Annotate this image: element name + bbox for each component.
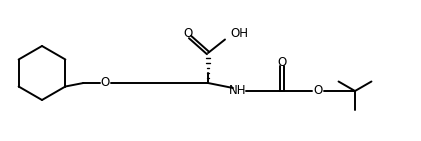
Text: O: O: [313, 84, 322, 97]
Text: O: O: [277, 56, 287, 69]
Text: O: O: [101, 77, 110, 90]
Text: OH: OH: [230, 27, 248, 39]
Text: NH: NH: [229, 84, 247, 97]
Text: O: O: [184, 27, 193, 39]
